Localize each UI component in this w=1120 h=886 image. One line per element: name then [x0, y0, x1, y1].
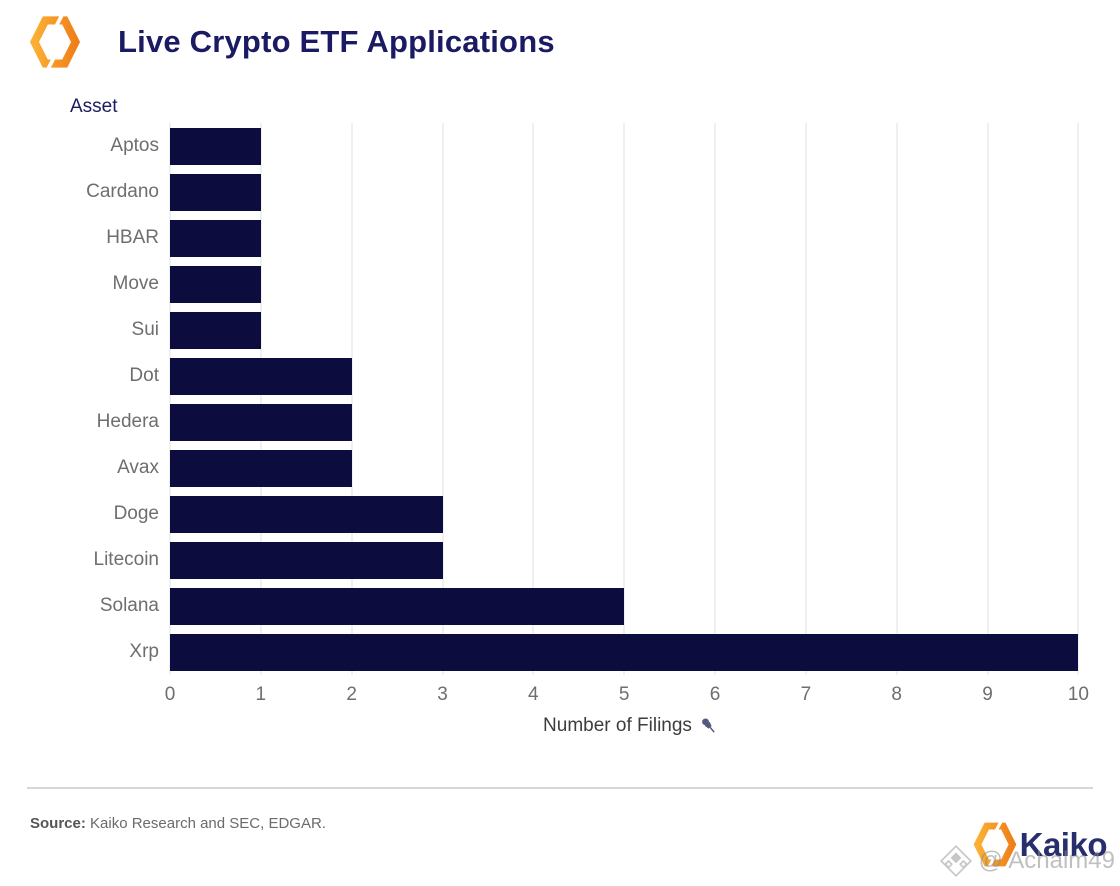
bar-track [170, 541, 1092, 579]
bar-dot [170, 357, 352, 395]
kaiko-wordmark: Kaiko [1019, 825, 1108, 863]
kaiko-logo-icon [29, 14, 81, 70]
bar-row: Solana [0, 583, 1092, 629]
bar-track [170, 403, 1092, 441]
bar-aptos [170, 127, 261, 165]
y-tick-label: Cardano [86, 181, 159, 202]
gridline [1077, 123, 1080, 675]
bar-track [170, 633, 1092, 671]
y-tick-label: Hedera [96, 411, 159, 432]
bar-litecoin [170, 541, 443, 579]
x-tick-label: 8 [891, 684, 902, 705]
gridlines [169, 123, 1092, 675]
kaiko-brand: Kaiko [972, 821, 1108, 868]
bar-row: Hedera [0, 399, 1092, 445]
bar-track [170, 587, 1092, 625]
gridline [532, 123, 535, 675]
kaiko-brand-icon [973, 821, 1016, 868]
bar-track [170, 357, 1092, 395]
bar-hbar [170, 219, 261, 257]
bar-row: HBAR [0, 215, 1092, 261]
watermark-diamond-icon [939, 844, 972, 878]
bar-track [170, 173, 1092, 211]
bar-cardano [170, 173, 261, 211]
x-tick-label: 1 [255, 684, 267, 705]
page-title: Live Crypto ETF Applications [118, 24, 555, 59]
y-tick-label: Xrp [129, 641, 159, 662]
bar-row: Dot [0, 353, 1092, 399]
header: Live Crypto ETF Applications [0, 0, 1120, 70]
gridline [986, 123, 989, 675]
y-axis-title: Asset [70, 96, 118, 117]
x-axis-title: Number of Filings [170, 715, 1092, 737]
bar-move [170, 265, 261, 303]
bar-row: Doge [0, 491, 1092, 537]
bar-avax [170, 449, 352, 487]
source-label: Source: [30, 815, 86, 832]
y-tick-label: HBAR [106, 227, 159, 248]
bar-track [170, 127, 1092, 165]
bar-track [170, 219, 1092, 257]
gridline [259, 123, 262, 675]
source-text: Kaiko Research and SEC, EDGAR. [90, 815, 326, 832]
x-tick-label: 0 [164, 684, 176, 705]
gridline [169, 123, 171, 675]
gridline [895, 123, 898, 675]
y-tick-label: Doge [113, 503, 159, 524]
bar-track [170, 449, 1092, 487]
y-tick-label: Solana [99, 595, 159, 616]
x-tick-label: 5 [618, 684, 630, 705]
bar-row: Xrp [0, 629, 1092, 675]
y-tick-label: Litecoin [93, 549, 160, 570]
bar-track [170, 495, 1092, 533]
x-tick-label: 2 [346, 684, 357, 705]
gridline [623, 123, 626, 675]
bar-row: Litecoin [0, 537, 1092, 583]
bar-sui [170, 311, 261, 349]
bar-chart-plot: Aptos Cardano HBAR Move Sui Dot Hedera Avax Doge… [0, 123, 1092, 675]
x-tick-label: 10 [1067, 684, 1089, 705]
x-tick-label: 9 [982, 684, 993, 705]
y-tick-label: Aptos [110, 135, 159, 156]
x-axis-ticks: 0 1 2 3 4 5 6 7 8 9 10 [165, 675, 1092, 709]
gridline [804, 123, 807, 675]
bar-doge [170, 495, 443, 533]
source-note: Source: Kaiko Research and SEC, EDGAR. [30, 815, 1120, 832]
y-tick-label: Dot [129, 365, 159, 386]
x-tick-label: 6 [709, 684, 721, 705]
gridline [350, 123, 353, 675]
bar-row: Sui [0, 307, 1092, 353]
x-tick-label: 4 [528, 684, 539, 705]
y-tick-label: Avax [117, 457, 159, 478]
bar-row: Aptos [0, 123, 1092, 169]
footer-divider [27, 787, 1093, 789]
bar-rows: Aptos Cardano HBAR Move Sui Dot Hedera Avax Doge… [0, 123, 1092, 675]
pushpin-icon [702, 718, 715, 733]
gridline [714, 123, 717, 675]
bar-track [170, 265, 1092, 303]
bar-row: Avax [0, 445, 1092, 491]
bar-solana [170, 587, 625, 625]
y-tick-label: Move [112, 273, 159, 294]
bar-xrp [170, 633, 1079, 671]
x-tick-label: 7 [800, 684, 812, 705]
gridline [441, 123, 444, 675]
x-tick-label: 3 [437, 684, 448, 705]
bar-row: Cardano [0, 169, 1092, 215]
bar-row: Move [0, 261, 1092, 307]
bar-hedera [170, 403, 352, 441]
y-tick-label: Sui [131, 319, 159, 340]
x-axis-title-label: Number of Filings [543, 715, 692, 736]
bar-track [170, 311, 1092, 349]
